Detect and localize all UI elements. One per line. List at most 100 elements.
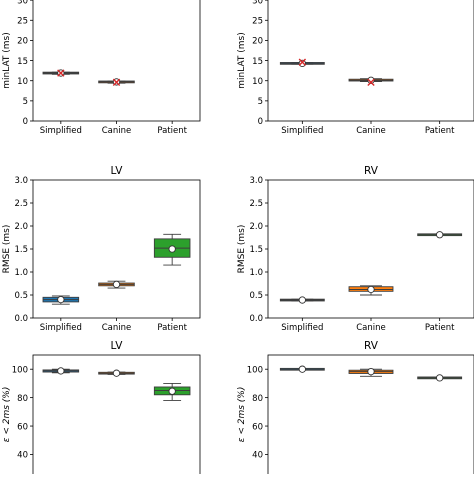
- mean-marker: [436, 374, 444, 382]
- outlier-marker: [367, 78, 375, 87]
- box-canine: [98, 369, 135, 377]
- box-canine: [98, 280, 135, 289]
- box-simplified: [279, 58, 325, 68]
- panel-title: RV: [364, 340, 379, 352]
- box-canine: [348, 285, 394, 296]
- panel-4: 0.0 0.5 1.0 1.5 2.0 2.5 3.0 RMSE (ms) RV Simplifi…: [237, 165, 474, 333]
- x-tick-label: Patient: [157, 323, 187, 333]
- outlier-stroke: [57, 69, 65, 77]
- box-simplified: [42, 367, 80, 375]
- x-tick-label: Canine: [356, 126, 386, 136]
- outlier-stroke: [298, 58, 307, 66]
- y-axis-label: RMSE (ms): [2, 225, 12, 274]
- y-tick-label: 5: [23, 97, 28, 107]
- y-tick-label: 100: [12, 365, 28, 375]
- x-tick-label: Simplified: [281, 323, 323, 333]
- axes-frame: [267, 179, 474, 319]
- y-tick-label: 40: [17, 451, 28, 461]
- x-tick-label: Simplified: [281, 126, 323, 136]
- y-tick-label: 30: [17, 0, 28, 6]
- x-tick-label: Patient: [157, 126, 187, 136]
- panel-title: RV: [364, 165, 379, 177]
- panel-2: 0 5 10 15 20 25 30 minLAT (ms) Simplified Canine P…: [237, 0, 474, 136]
- y-tick-label: 100: [247, 365, 263, 375]
- y-tick-label: 0: [23, 117, 28, 127]
- x-tick-label: Simplified: [40, 126, 82, 136]
- axes-frame: [32, 354, 201, 478]
- outlier-marker: [57, 69, 65, 77]
- x-tick-label: Simplified: [40, 323, 82, 333]
- mean-marker: [168, 245, 176, 253]
- y-tick-label: 5: [258, 97, 263, 107]
- y-tick-label: 15: [252, 57, 263, 67]
- y-tick-label: 25: [252, 16, 263, 26]
- y-tick-label: 60: [252, 422, 263, 432]
- box-patient: [417, 374, 463, 382]
- axes-frame: [32, 0, 201, 122]
- y-tick-label: 0.0: [14, 314, 28, 324]
- y-tick-label: 0: [258, 117, 263, 127]
- y-tick-label: 1.5: [249, 245, 263, 255]
- panel-title: LV: [111, 165, 124, 177]
- y-tick-label: 1.0: [249, 268, 263, 278]
- box-simplified: [42, 295, 80, 305]
- box-patient: [153, 233, 191, 266]
- x-tick-label: Canine: [356, 323, 386, 333]
- y-tick-label: 0.5: [249, 291, 263, 301]
- panel-5: 40 60 80 100 ε < 2ms (%) LV: [2, 340, 201, 478]
- y-tick-label: 80: [17, 394, 28, 404]
- mean-marker: [367, 367, 375, 376]
- y-axis-label: ε < 2ms (%): [2, 387, 12, 443]
- y-tick-label: 0.0: [249, 314, 263, 324]
- y-tick-label: 30: [252, 0, 263, 6]
- box-simplified: [279, 365, 325, 373]
- y-tick-label: 15: [17, 57, 28, 67]
- mean-marker: [112, 369, 121, 377]
- y-axis-label: RMSE (ms): [237, 225, 247, 274]
- mean-marker: [367, 76, 375, 84]
- box-simplified: [42, 69, 80, 77]
- y-tick-label: 1.0: [14, 268, 28, 278]
- mean-marker: [367, 285, 375, 294]
- panel-6: 40 60 80 100 ε < 2ms (%) RV: [237, 340, 474, 478]
- y-tick-label: 2.5: [249, 199, 263, 209]
- panel-title: LV: [111, 340, 124, 352]
- panel-1: 0 5 10 15 20 25 30 minLAT (ms) Simplified Canine P…: [2, 0, 201, 136]
- panel-3: 0.0 0.5 1.0 1.5 2.0 2.5 3.0 RMSE (ms) LV Simplifi…: [2, 165, 201, 333]
- outlier-stroke: [112, 78, 121, 87]
- x-tick-label: Patient: [425, 126, 455, 136]
- y-tick-label: 10: [252, 77, 263, 87]
- x-tick-label: Patient: [425, 323, 455, 333]
- mean-marker: [298, 365, 306, 373]
- box-canine: [348, 76, 394, 87]
- x-tick-label: Canine: [102, 126, 132, 136]
- y-tick-label: 2.0: [14, 222, 28, 232]
- outlier-marker: [112, 78, 121, 87]
- x-tick-label: Canine: [102, 323, 132, 333]
- y-tick-label: 1.5: [14, 245, 28, 255]
- mean-marker: [112, 280, 121, 289]
- mean-marker: [298, 59, 306, 68]
- y-tick-label: 3.0: [249, 176, 263, 186]
- mean-marker: [57, 367, 65, 375]
- y-tick-label: 40: [252, 451, 263, 461]
- outlier-marker: [298, 58, 307, 66]
- mean-marker: [298, 296, 306, 304]
- y-tick-label: 20: [17, 37, 28, 47]
- y-axis-label: minLAT (ms): [2, 32, 12, 89]
- y-tick-label: 0.5: [14, 291, 28, 301]
- box-patient: [417, 231, 463, 239]
- outlier-stroke: [367, 78, 375, 87]
- mean-marker: [57, 295, 65, 304]
- box-canine: [98, 78, 135, 87]
- y-tick-label: 20: [252, 37, 263, 47]
- axes-frame: [267, 354, 474, 478]
- mean-marker: [436, 231, 444, 239]
- y-tick-label: 60: [17, 422, 28, 432]
- y-tick-label: 80: [252, 394, 263, 404]
- y-tick-label: 10: [17, 77, 28, 87]
- box-simplified: [279, 296, 325, 304]
- y-tick-label: 3.0: [14, 176, 28, 186]
